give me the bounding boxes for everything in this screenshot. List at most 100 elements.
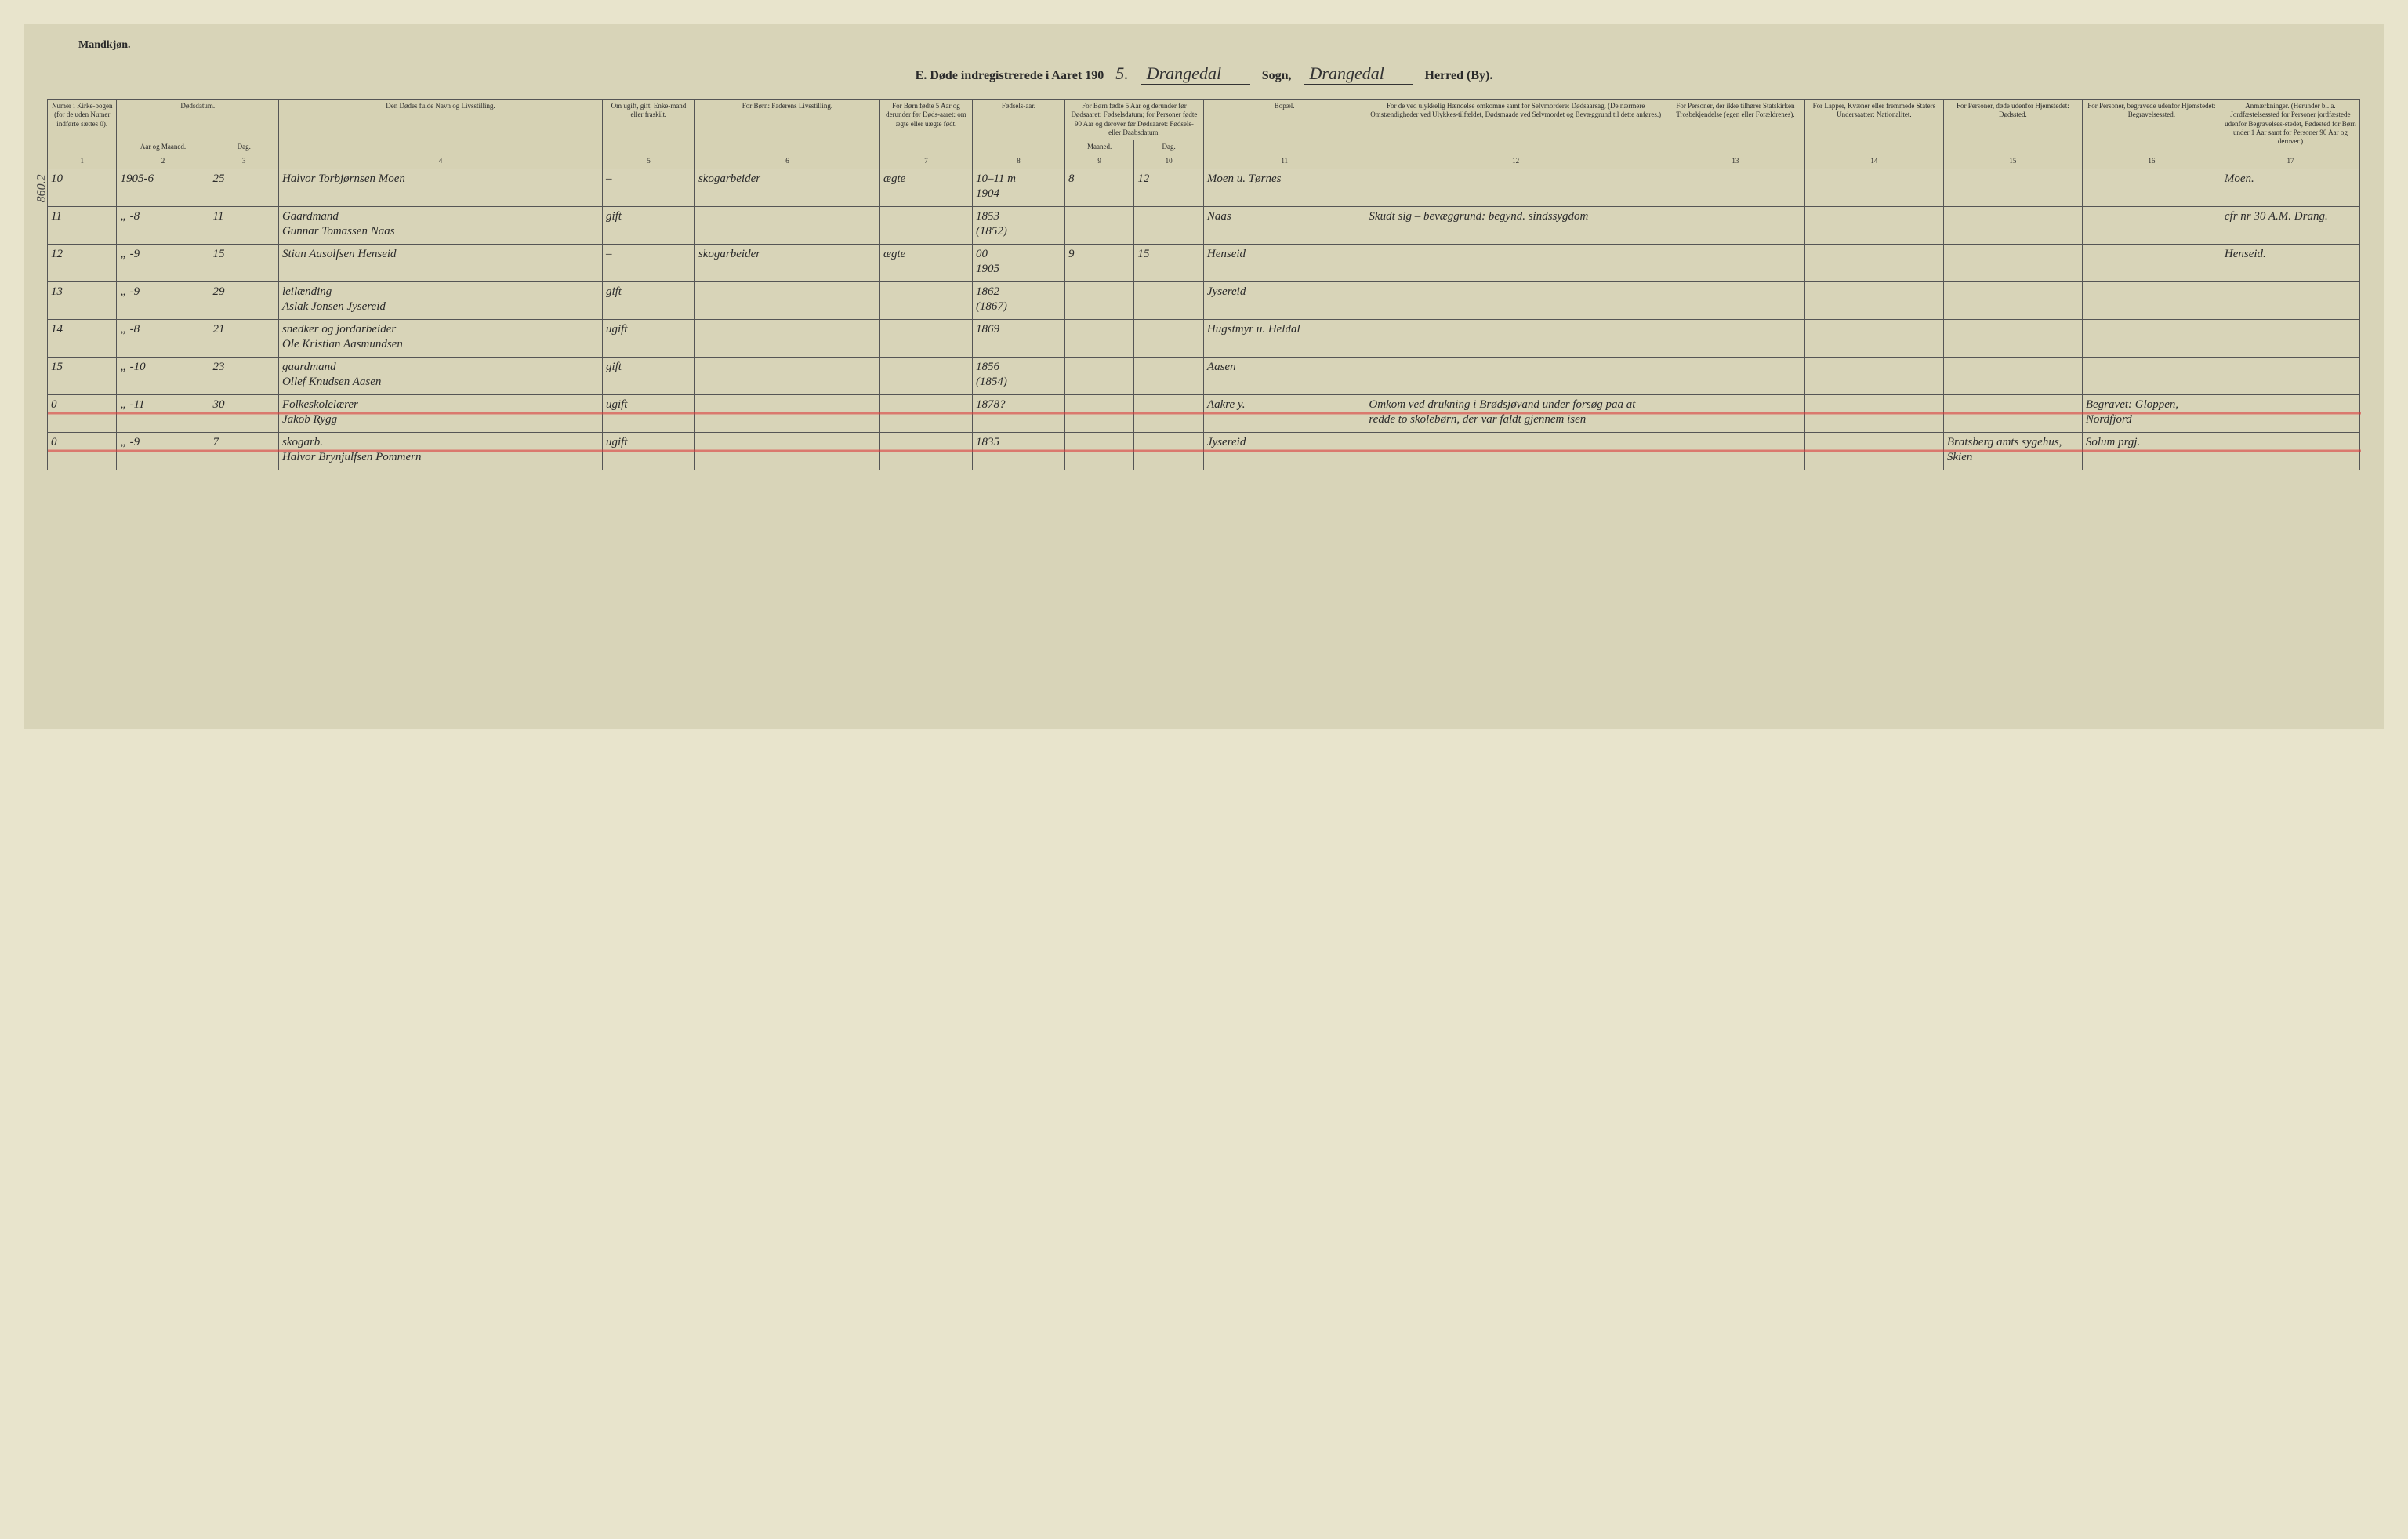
cell: „ -10 (117, 357, 209, 394)
cell: „ -9 (117, 432, 209, 470)
cell (1365, 319, 1666, 357)
cell: ægte (879, 169, 972, 206)
table-row: 11„ -811Gaardmand Gunnar Tomassen Naasgi… (48, 206, 2361, 244)
cell: Moen u. Tørnes (1203, 169, 1365, 206)
cell: snedker og jordarbeider Ole Kristian Aas… (278, 319, 602, 357)
cell: 10–11 m 1904 (972, 169, 1064, 206)
cell (879, 319, 972, 357)
cell: 1853 (1852) (972, 206, 1064, 244)
cell (1804, 281, 1943, 319)
col-17: Anmærkninger. (Herunder bl. a. Jordfæste… (2221, 100, 2359, 154)
col-num: 15 (1943, 154, 2082, 169)
cell (1365, 169, 1666, 206)
col-num: 16 (2082, 154, 2221, 169)
cell (2082, 169, 2221, 206)
title-prefix: E. Døde indregistrerede i Aaret 190 (916, 69, 1104, 83)
col-9: Maaned. (1064, 140, 1133, 154)
cell: Aasen (1203, 357, 1365, 394)
cell (694, 281, 879, 319)
cell: 1835 (972, 432, 1064, 470)
cell: 9 (1064, 244, 1133, 281)
table-body: 101905-625Halvor Torbjørnsen Moen–skogar… (48, 169, 2361, 470)
col-12: For de ved ulykkelig Hændelse omkomne sa… (1365, 100, 1666, 154)
cell (1804, 357, 1943, 394)
cell: 15 (209, 244, 278, 281)
col-8: Fødsels-aar. (972, 100, 1064, 154)
header-top: Mandkjøn. (47, 39, 2361, 52)
cell: 0 (48, 394, 117, 432)
cell: Bratsberg amts sygehus, Skien (1943, 432, 2082, 470)
cell: leilænding Aslak Jonsen Jysereid (278, 281, 602, 319)
cell: „ -8 (117, 206, 209, 244)
cell: Skudt sig – bevæggrund: begynd. sindssyg… (1365, 206, 1666, 244)
col-num: 2 (117, 154, 209, 169)
cell: 1878? (972, 394, 1064, 432)
cell (1064, 394, 1133, 432)
table-head: Numer i Kirke-bogen (for de uden Numer i… (48, 100, 2361, 169)
register-table: Numer i Kirke-bogen (for de uden Numer i… (47, 99, 2361, 470)
cell (1666, 432, 1804, 470)
cell: skogarb. Halvor Brynjulfsen Pommern (278, 432, 602, 470)
cell: Gaardmand Gunnar Tomassen Naas (278, 206, 602, 244)
cell: Solum prgj. (2082, 432, 2221, 470)
cell (1943, 357, 2082, 394)
cell (1134, 281, 1203, 319)
cell (1134, 432, 1203, 470)
cell: Omkom ved drukning i Brødsjøvand under f… (1365, 394, 1666, 432)
cell (1943, 244, 2082, 281)
cell: 15 (48, 357, 117, 394)
cell (694, 394, 879, 432)
col-num: 11 (1203, 154, 1365, 169)
cell: gift (602, 357, 694, 394)
col-num: 12 (1365, 154, 1666, 169)
cell (1365, 244, 1666, 281)
table-row: 14„ -821snedker og jordarbeider Ole Kris… (48, 319, 2361, 357)
col-num: 7 (879, 154, 972, 169)
cell (879, 206, 972, 244)
sogn-value: Drangedal (1141, 64, 1250, 85)
col-num: 3 (209, 154, 278, 169)
cell: „ -9 (117, 244, 209, 281)
cell: 8 (1064, 169, 1133, 206)
table-row: 0„ -97skogarb. Halvor Brynjulfsen Pommer… (48, 432, 2361, 470)
col-6: For Børn: Faderens Livsstilling. (694, 100, 879, 154)
cell (1666, 394, 1804, 432)
cell: 00 1905 (972, 244, 1064, 281)
cell (2082, 357, 2221, 394)
col-7: For Børn fødte 5 Aar og derunder før Død… (879, 100, 972, 154)
cell: 30 (209, 394, 278, 432)
cell: 12 (48, 244, 117, 281)
cell: Folkeskolelærer Jakob Rygg (278, 394, 602, 432)
col-4: Den Dødes fulde Navn og Livsstilling. (278, 100, 602, 154)
cell: 10 (48, 169, 117, 206)
cell: Stian Aasolfsen Henseid (278, 244, 602, 281)
gender-label: Mandkjøn. (78, 39, 131, 52)
cell (2082, 281, 2221, 319)
register-page: 860.2 Mandkjøn. E. Døde indregistrerede … (24, 24, 2384, 729)
col-15: For Personer, døde udenfor Hjemstedet: D… (1943, 100, 2082, 154)
cell: Moen. (2221, 169, 2359, 206)
cell (2221, 357, 2359, 394)
cell (2221, 394, 2359, 432)
col-14: For Lapper, Kvæner eller fremmede Stater… (1804, 100, 1943, 154)
cell: cfr nr 30 A.M. Drang. (2221, 206, 2359, 244)
col-num: 17 (2221, 154, 2359, 169)
cell (1064, 281, 1133, 319)
cell: 25 (209, 169, 278, 206)
cell (1804, 394, 1943, 432)
cell: Jysereid (1203, 432, 1365, 470)
cell: 15 (1134, 244, 1203, 281)
cell (1064, 319, 1133, 357)
cell: 7 (209, 432, 278, 470)
cell: 0 (48, 432, 117, 470)
table-row: 15„ -1023gaardmand Ollef Knudsen Aasengi… (48, 357, 2361, 394)
col-num: 10 (1134, 154, 1203, 169)
cell (1943, 206, 2082, 244)
cell: gaardmand Ollef Knudsen Aasen (278, 357, 602, 394)
cell (1064, 432, 1133, 470)
cell (1666, 169, 1804, 206)
cell: Begravet: Gloppen, Nordfjord (2082, 394, 2221, 432)
table-row: 101905-625Halvor Torbjørnsen Moen–skogar… (48, 169, 2361, 206)
cell: 11 (48, 206, 117, 244)
cell (879, 394, 972, 432)
